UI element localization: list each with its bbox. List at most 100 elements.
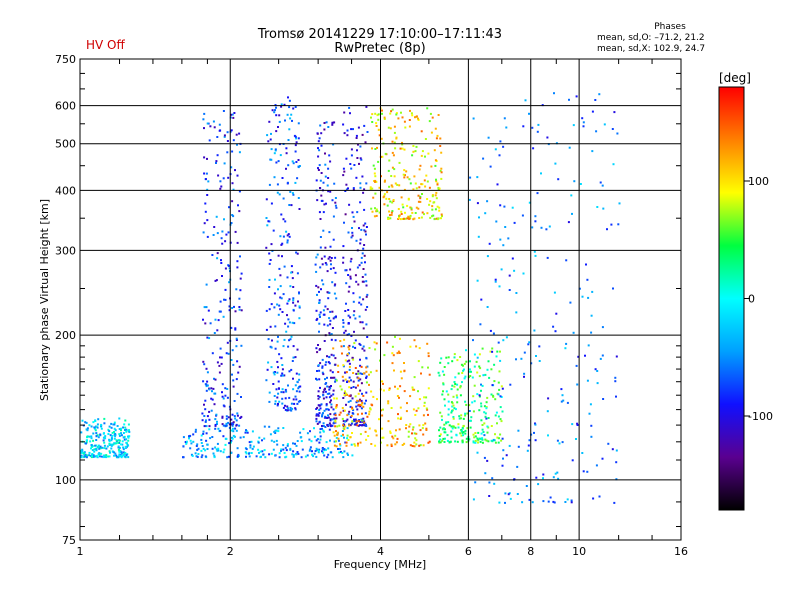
data-point <box>425 174 428 177</box>
data-point <box>315 284 318 287</box>
data-point <box>452 404 455 407</box>
data-point <box>424 422 427 425</box>
data-point <box>345 282 348 285</box>
data-point <box>441 418 443 421</box>
y-axis-label: Stationary phase Virtual Height [km] <box>38 199 51 401</box>
data-point <box>565 259 568 262</box>
data-point <box>391 151 394 154</box>
data-point <box>389 112 392 115</box>
data-point <box>332 267 335 270</box>
data-point <box>387 126 390 129</box>
data-point <box>323 449 326 452</box>
data-point <box>295 398 298 401</box>
data-point <box>350 257 353 260</box>
data-point <box>386 204 389 207</box>
data-point <box>225 417 228 420</box>
data-point <box>399 147 402 150</box>
data-point <box>348 410 351 413</box>
data-point <box>250 452 253 454</box>
data-point <box>274 149 277 152</box>
data-point <box>348 352 350 355</box>
data-point <box>318 330 320 333</box>
data-point <box>444 428 446 431</box>
data-point <box>357 283 360 286</box>
data-point <box>348 203 351 206</box>
data-point <box>232 215 235 218</box>
data-point <box>458 417 461 420</box>
data-point <box>347 187 349 190</box>
data-point <box>331 376 334 379</box>
data-point <box>406 402 408 405</box>
x-axis-label: Frequency [MHz] <box>334 558 426 571</box>
data-point <box>388 198 391 200</box>
data-point <box>328 422 331 425</box>
data-point <box>407 430 410 433</box>
data-point <box>358 264 361 267</box>
data-point <box>227 421 230 424</box>
data-point <box>333 284 336 287</box>
data-point <box>219 429 222 432</box>
data-point <box>534 220 537 223</box>
data-point <box>115 454 118 457</box>
data-point <box>354 418 357 421</box>
data-point <box>548 225 551 228</box>
data-point <box>268 425 271 428</box>
data-point <box>491 477 494 480</box>
data-point <box>364 141 367 144</box>
data-point <box>360 399 363 402</box>
data-point <box>273 440 276 443</box>
data-point <box>334 256 337 259</box>
data-point <box>90 425 93 428</box>
data-point <box>570 499 573 502</box>
data-point <box>460 430 463 433</box>
data-point <box>276 340 279 343</box>
data-point <box>393 369 395 372</box>
data-point <box>202 447 205 450</box>
data-point <box>472 410 475 413</box>
data-point <box>88 435 91 438</box>
data-point <box>86 439 88 442</box>
data-point <box>329 387 332 390</box>
data-point <box>347 400 350 403</box>
data-point <box>417 207 420 210</box>
data-point <box>315 420 318 423</box>
data-point <box>381 380 384 383</box>
data-point <box>319 431 322 434</box>
data-point <box>290 271 293 274</box>
data-point <box>230 129 233 132</box>
data-point <box>412 426 415 429</box>
data-point <box>365 366 368 369</box>
data-point <box>280 357 283 360</box>
data-point <box>490 368 493 371</box>
data-point <box>536 192 539 195</box>
data-point <box>217 449 220 452</box>
data-point <box>316 253 319 256</box>
data-point <box>325 202 327 205</box>
data-point <box>418 168 421 171</box>
data-point <box>318 211 321 214</box>
data-point <box>319 187 321 189</box>
data-point <box>334 363 337 366</box>
data-point <box>232 385 235 388</box>
data-point <box>440 171 443 174</box>
data-point <box>409 345 412 348</box>
data-point <box>429 112 432 115</box>
data-point <box>327 408 330 411</box>
data-point <box>360 261 363 264</box>
data-point <box>333 292 336 295</box>
data-point <box>319 435 322 438</box>
data-point <box>204 210 207 213</box>
data-point <box>195 445 198 447</box>
data-point <box>528 341 531 344</box>
data-point <box>357 420 360 423</box>
data-point <box>240 309 243 312</box>
data-point <box>389 200 392 203</box>
data-point <box>122 454 125 456</box>
data-point <box>273 152 276 155</box>
data-point <box>499 140 502 143</box>
data-point <box>344 269 347 272</box>
data-point <box>222 435 225 438</box>
data-point <box>368 373 370 376</box>
data-point <box>363 424 365 427</box>
data-point <box>206 384 209 387</box>
